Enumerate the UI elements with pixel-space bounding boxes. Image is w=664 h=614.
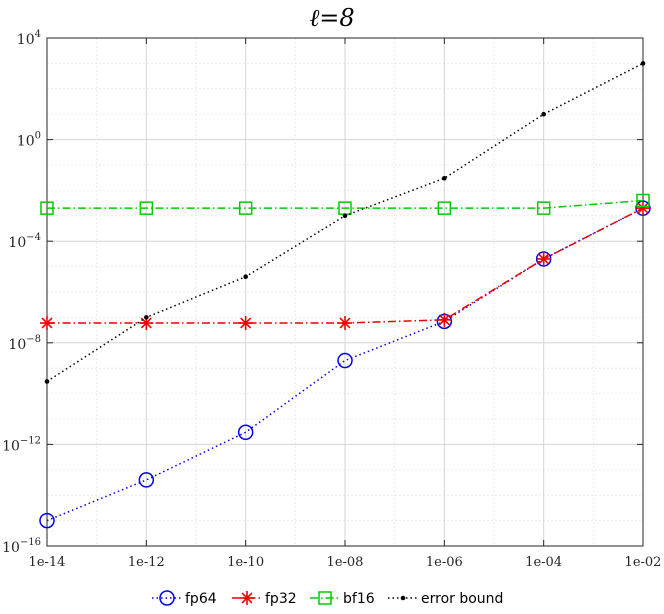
data-point-fp32 <box>40 316 54 331</box>
data-point-fp32 <box>536 251 551 266</box>
series-layer <box>39 61 651 529</box>
data-point-bf16 <box>238 201 253 215</box>
data-point-fp64 <box>237 424 254 441</box>
legend-item-bf16: bf16 <box>310 591 375 607</box>
series-bf16 <box>40 193 650 215</box>
x-tick-label: 1e-10 <box>227 555 264 570</box>
data-point-fp64 <box>337 352 353 369</box>
data-point-fp32 <box>437 312 452 327</box>
legend-item-error-bound: error bound <box>388 591 503 607</box>
y-tick-label: 10−8 <box>8 334 41 353</box>
x-tick-label: 1e-12 <box>128 555 165 570</box>
series-fp32 <box>40 201 650 331</box>
legend-item-fp64: fp64 <box>152 590 217 607</box>
x-tick-label: 1e-06 <box>426 555 463 570</box>
axes: 1e-14 1e-12 1e-10 1e-08 1e-06 1e-04 1e-02 104 10… <box>2 29 661 570</box>
data-point-bf16 <box>40 201 54 215</box>
y-tick-label: 100 <box>17 131 41 150</box>
series-line-bf16 <box>47 199 644 209</box>
x-tick-label: 1e-14 <box>29 555 66 570</box>
data-point-fp32 <box>338 316 352 331</box>
x-tick-label: 1e-02 <box>625 555 662 570</box>
legend-item-fp32: fp32 <box>232 591 297 607</box>
legend-label-fp32: fp32 <box>265 591 297 607</box>
data-point-error-bound <box>44 379 50 384</box>
x-tick-label: 1e-08 <box>327 555 364 570</box>
legend-label-error-bound: error bound <box>421 591 503 607</box>
data-point-bf16 <box>636 193 650 208</box>
legend-marker-bf16 <box>318 591 332 605</box>
data-point-error-bound <box>342 213 348 219</box>
y-tick-label: 10−4 <box>8 232 41 251</box>
data-point-fp32 <box>139 316 154 331</box>
data-point-fp32 <box>238 316 253 331</box>
data-point-bf16 <box>536 201 551 215</box>
data-point-error-bound <box>144 315 149 320</box>
data-point-fp32 <box>636 201 650 216</box>
x-tick-label: 1e-04 <box>525 555 562 570</box>
legend-label-fp64: fp64 <box>185 591 217 607</box>
y-tick-label: 10−16 <box>2 537 41 556</box>
data-point-error-bound <box>640 61 646 66</box>
legend-marker-fp32 <box>240 591 254 605</box>
data-point-bf16 <box>139 201 154 215</box>
grid <box>46 37 644 547</box>
data-point-bf16 <box>437 201 452 215</box>
legend-marker-error-bound <box>400 595 406 601</box>
y-tick-label: 10−12 <box>2 435 41 454</box>
data-point-error-bound <box>541 111 546 117</box>
data-point-fp64 <box>138 472 155 488</box>
y-tick-label: 104 <box>17 29 41 48</box>
data-point-error-bound <box>442 175 447 181</box>
series-error-bound <box>44 61 646 384</box>
legend-marker-fp64 <box>159 590 175 606</box>
data-point-error-bound <box>243 274 248 280</box>
data-point-fp64 <box>39 512 55 529</box>
chart-title: ℓ=8 <box>309 4 354 32</box>
legend: fp64 fp32 bf16 error bound <box>152 590 503 607</box>
legend-label-bf16: bf16 <box>343 591 375 607</box>
